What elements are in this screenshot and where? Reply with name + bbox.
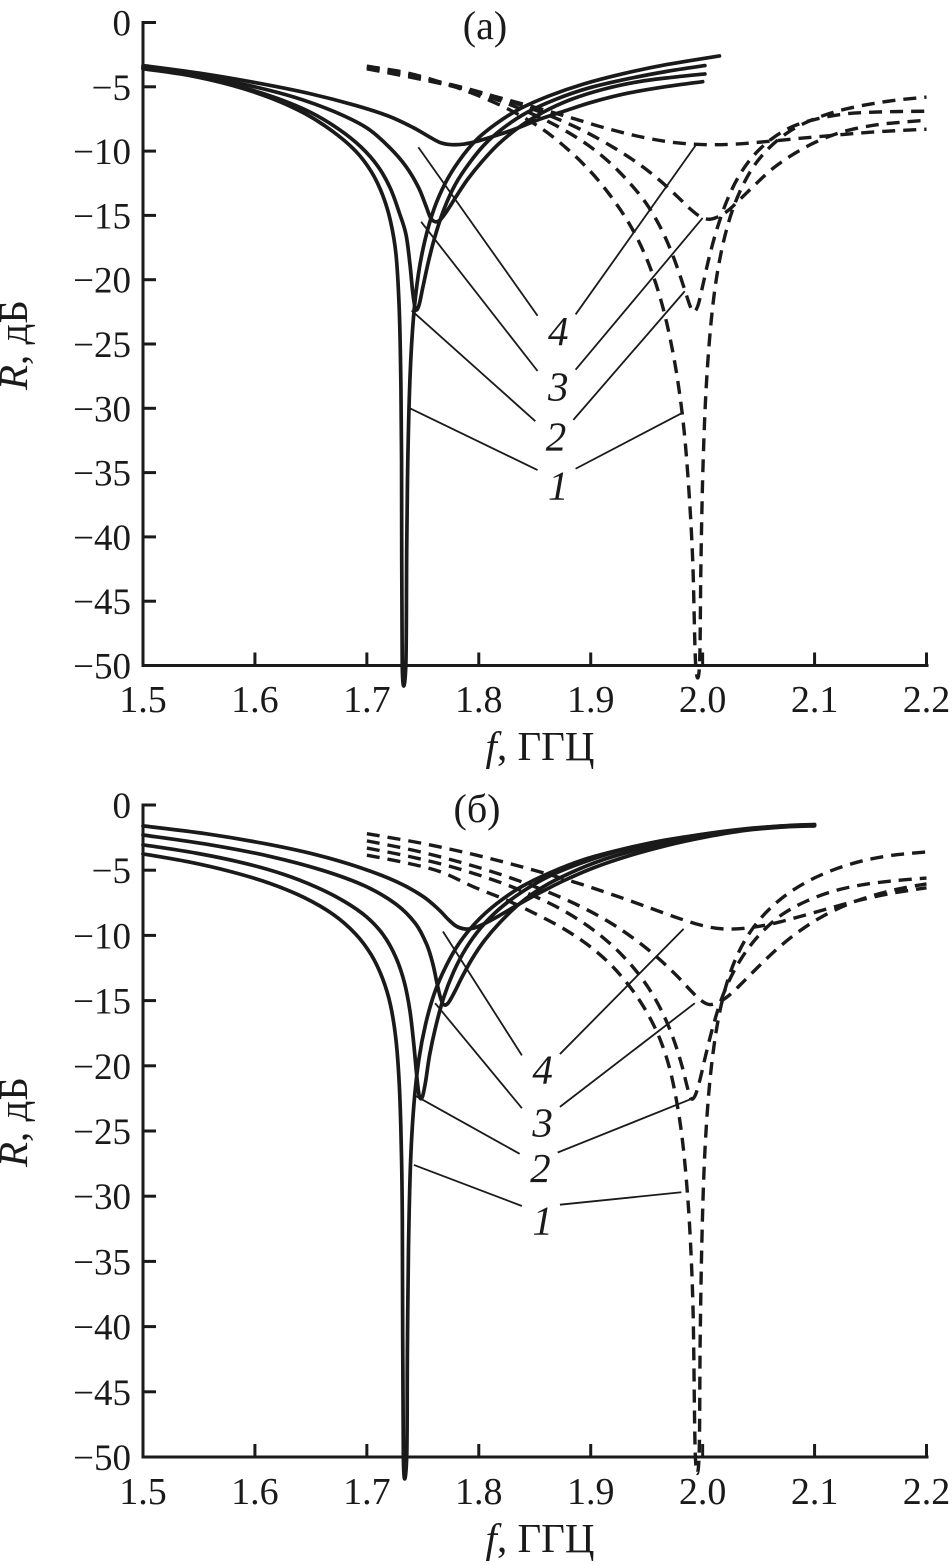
y-tick-label: −15 <box>73 196 131 237</box>
leader-line-curve-2-right <box>572 290 686 421</box>
x-tick-label: 2.1 <box>791 679 839 721</box>
curve-solid-2 <box>141 822 817 1101</box>
curve-number-label-4: 4 <box>532 1047 553 1093</box>
curve-solid-1 <box>141 822 817 1481</box>
leader-line-curve-3-right <box>559 1002 696 1108</box>
y-tick-label: −50 <box>73 1438 131 1479</box>
x-axis-label: f, ГГЦ <box>486 1515 595 1561</box>
y-tick-label: −30 <box>73 1177 131 1218</box>
leader-line-curve-1-left <box>413 1164 523 1207</box>
panel-a-annotations: 4 3 21 <box>409 142 704 508</box>
y-tick-label: −25 <box>73 325 131 366</box>
y-tick-label: 0 <box>113 4 132 45</box>
y-tick-label: −20 <box>73 1047 131 1088</box>
leader-line-curve-4-right <box>574 142 698 315</box>
x-axis-label: f, ГГЦ <box>486 723 595 769</box>
leader-line-curve-4-left <box>417 146 539 317</box>
y-axis-label: R, дБ <box>0 1077 36 1168</box>
x-tick-label: 2.1 <box>791 1471 839 1513</box>
y-tick-label: −35 <box>73 1242 131 1283</box>
leader-line-curve-4-left <box>442 931 523 1056</box>
curve-dashed-2 <box>366 65 927 314</box>
y-tick-label: −25 <box>73 1112 131 1153</box>
curve-dashed-3 <box>366 66 927 221</box>
x-tick-label: 2.2 <box>903 1471 951 1513</box>
y-tick-label: −20 <box>73 261 131 302</box>
panel-b: 1.5 1.6 1.7 1.8 1.9 2.0 2.1 2.2 0 −5 −10 −15 −20 −25 −… <box>0 786 950 1561</box>
panel-title: (б) <box>454 786 501 831</box>
x-tick-label: 1.5 <box>119 679 167 721</box>
curve-dashed-2 <box>366 846 927 1101</box>
y-tick-label: −40 <box>73 518 131 559</box>
x-tick-label: 1.8 <box>455 679 503 721</box>
y-tick-label: −10 <box>73 132 131 173</box>
x-tick-label: 2.0 <box>679 679 727 721</box>
y-tick-label: −30 <box>73 389 131 430</box>
curve-solid-4 <box>141 824 817 931</box>
y-tick-label: 0 <box>113 786 132 827</box>
curve-solid-2 <box>141 63 707 312</box>
panel-b-annotations: 4 32 1 <box>413 928 696 1243</box>
x-tick-label: 2.0 <box>679 1471 727 1513</box>
x-tick-label: 1.6 <box>231 679 279 721</box>
panel-title: (а) <box>463 3 507 48</box>
leader-line-curve-4-right <box>559 928 685 1055</box>
x-tick-label: 1.6 <box>231 1471 279 1513</box>
panel-b-axes: 1.5 1.6 1.7 1.8 1.9 2.0 2.1 2.2 0 −5 −10 −15 −20 −25 −… <box>73 786 950 1513</box>
curve-number-label-3: 3 <box>531 1100 553 1146</box>
panel-a: 1.5 1.6 1.7 1.8 1.9 2.0 2.1 2.2 0 −5 −10 −15 −20 −25 −… <box>0 3 950 769</box>
y-tick-label: −35 <box>73 454 131 495</box>
y-tick-label: −5 <box>92 68 131 109</box>
leader-line-curve-1-left <box>409 407 538 471</box>
y-axis-label: R, дБ <box>0 300 36 391</box>
y-tick-label: −10 <box>73 916 131 957</box>
panel-a-curves <box>141 54 927 688</box>
curve-solid-3 <box>141 65 707 224</box>
panel-a-axes: 1.5 1.6 1.7 1.8 1.9 2.0 2.1 2.2 0 −5 −10 −15 −20 −25 −… <box>73 4 950 722</box>
curve-dashed-4 <box>366 67 927 147</box>
leader-line-curve-1-right <box>559 1191 682 1206</box>
y-tick-label: −45 <box>73 1373 131 1414</box>
panel-b-curves <box>141 822 927 1481</box>
y-tick-label: −40 <box>73 1308 131 1349</box>
leader-line-curve-2-right <box>557 1097 693 1154</box>
leader-line-curve-3-left <box>420 221 539 372</box>
x-tick-label: 1.5 <box>119 1471 167 1513</box>
curve-dashed-4 <box>366 832 927 931</box>
curve-number-label-3: 3 <box>547 363 569 409</box>
x-tick-label: 1.7 <box>343 1471 391 1513</box>
y-tick-label: −45 <box>73 582 131 623</box>
curve-solid-1 <box>141 54 722 688</box>
curve-number-label-4: 4 <box>548 308 569 354</box>
curve-number-label-1: 1 <box>548 462 569 508</box>
leader-line-curve-3-right <box>574 217 704 371</box>
x-tick-label: 1.7 <box>343 679 391 721</box>
y-tick-label: −50 <box>73 647 131 688</box>
leader-line-curve-1-right <box>575 411 685 470</box>
curve-solid-4 <box>141 63 705 147</box>
x-tick-label: 1.9 <box>567 1471 615 1513</box>
leader-line-curve-2-left <box>411 309 536 422</box>
x-tick-label: 1.9 <box>567 679 615 721</box>
curve-solid-3 <box>141 822 817 1007</box>
curve-dashed-1 <box>366 64 927 680</box>
leader-line-curve-2-left <box>415 1095 521 1155</box>
curve-number-label-2: 2 <box>530 1145 551 1191</box>
curve-number-label-1: 1 <box>532 1197 553 1243</box>
y-tick-label: −5 <box>92 851 131 892</box>
leader-line-curve-3-left <box>434 1002 523 1109</box>
x-tick-label: 1.8 <box>455 1471 503 1513</box>
curve-dashed-1 <box>366 850 927 1476</box>
curve-dashed-3 <box>366 839 927 1007</box>
x-tick-label: 2.2 <box>903 679 951 721</box>
y-tick-label: −15 <box>73 982 131 1023</box>
curve-number-label-2: 2 <box>546 414 567 460</box>
